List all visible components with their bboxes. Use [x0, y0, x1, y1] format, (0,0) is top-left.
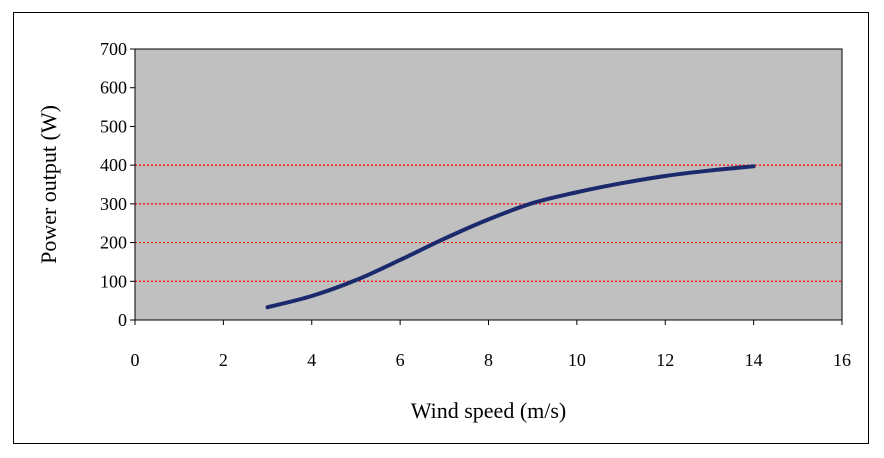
x-tick-label-2: 2: [219, 350, 228, 370]
x-tick-label-16: 16: [833, 350, 851, 370]
y-tick-label-700: 700: [100, 39, 127, 59]
y-tick-label-600: 600: [100, 78, 127, 98]
series-line-power-output: [265, 164, 756, 310]
x-tick-label-6: 6: [396, 350, 405, 370]
x-tick-label-8: 8: [484, 350, 493, 370]
y-axis-ticks: 0 100 200 300 400 500 600 700: [100, 39, 135, 330]
y-tick-label-500: 500: [100, 116, 127, 136]
y-tick-label-100: 100: [100, 271, 127, 291]
x-tick-label-0: 0: [131, 350, 140, 370]
y-tick-label-400: 400: [100, 155, 127, 175]
x-tick-label-12: 12: [656, 350, 674, 370]
y-tick-label-0: 0: [118, 310, 127, 330]
y-tick-label-300: 300: [100, 194, 127, 214]
x-axis-ticks: 0 2 4 6 8 10 12 14 16: [131, 320, 851, 370]
x-tick-label-14: 14: [745, 350, 763, 370]
x-tick-label-4: 4: [307, 350, 316, 370]
gridlines: [135, 164, 842, 282]
y-axis-title: Power output (W): [36, 105, 61, 264]
x-axis-title: Wind speed (m/s): [411, 398, 567, 423]
y-tick-label-200: 200: [100, 233, 127, 253]
plot-area: [134, 48, 843, 321]
x-tick-label-10: 10: [568, 350, 586, 370]
